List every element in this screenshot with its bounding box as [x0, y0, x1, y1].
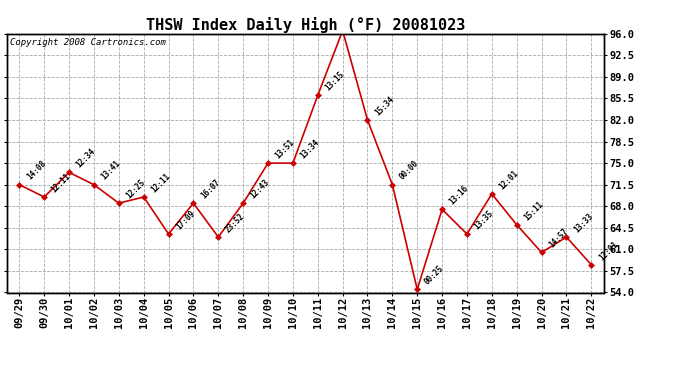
Text: 13:35: 13:35 [473, 209, 495, 231]
Text: 12:34: 12:34 [75, 147, 97, 170]
Text: 12:01: 12:01 [497, 168, 520, 191]
Text: 13:54: 13:54 [0, 374, 1, 375]
Text: 16:07: 16:07 [199, 178, 221, 200]
Text: 15:11: 15:11 [522, 199, 545, 222]
Text: 00:25: 00:25 [423, 264, 446, 286]
Text: 13:33: 13:33 [572, 211, 595, 234]
Text: 15:34: 15:34 [373, 94, 396, 117]
Text: 12:43: 12:43 [248, 178, 271, 200]
Text: 12:11: 12:11 [149, 171, 172, 194]
Text: 23:52: 23:52 [224, 211, 246, 234]
Title: THSW Index Daily High (°F) 20081023: THSW Index Daily High (°F) 20081023 [146, 16, 465, 33]
Text: Copyright 2008 Cartronics.com: Copyright 2008 Cartronics.com [10, 38, 166, 46]
Text: 17:09: 17:09 [174, 209, 197, 231]
Text: 13:51: 13:51 [273, 138, 296, 160]
Text: 12:25: 12:25 [124, 178, 147, 200]
Text: 00:00: 00:00 [398, 159, 421, 182]
Text: 14:08: 14:08 [25, 159, 48, 182]
Text: 13:15: 13:15 [324, 70, 346, 93]
Text: 13:16: 13:16 [448, 184, 471, 207]
Text: 14:57: 14:57 [547, 227, 570, 250]
Text: 12:01: 12:01 [597, 239, 620, 262]
Text: 13:34: 13:34 [299, 138, 321, 160]
Text: 13:41: 13:41 [99, 159, 122, 182]
Text: 12:11: 12:11 [50, 171, 72, 194]
